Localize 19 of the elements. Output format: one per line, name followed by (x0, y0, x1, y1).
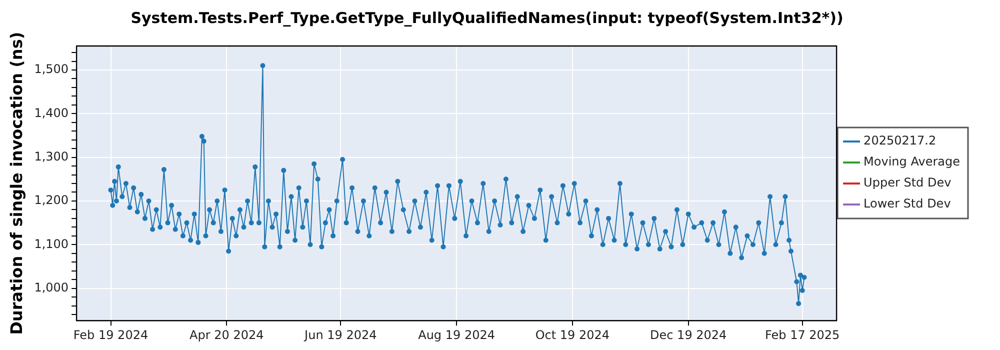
legend-label: Moving Average (864, 154, 960, 169)
y-tick-label: 1,300 (34, 149, 69, 164)
y-tick-label: 1,100 (34, 236, 69, 251)
legend-label: Upper Std Dev (864, 176, 952, 190)
x-tick-label: Dec 19 2024 (650, 328, 727, 342)
x-tick-label: Feb 19 2024 (73, 328, 148, 342)
legend-label: Lower Std Dev (864, 196, 951, 211)
chart-title: System.Tests.Perf_Type.GetType_FullyQualifiedNames(input: typeof(System.Int32*)) (130, 8, 844, 27)
x-tick-label: Aug 19 2024 (418, 328, 495, 342)
y-tick-label: 1,000 (34, 280, 69, 294)
x-tick-label: Jun 19 2024 (304, 328, 377, 342)
y-axis-title: Duration of single invocation (ns) (6, 32, 26, 335)
y-tick-label: 1,400 (34, 106, 69, 120)
x-tick-label: Oct 19 2024 (535, 328, 610, 342)
x-tick-label: Apr 20 2024 (190, 328, 264, 342)
y-tick-label: 1,500 (34, 62, 69, 76)
legend-label: 20250217.2 (864, 134, 936, 148)
x-tick-label: Feb 17 2025 (765, 328, 840, 342)
y-tick-label: 1,200 (34, 193, 69, 208)
